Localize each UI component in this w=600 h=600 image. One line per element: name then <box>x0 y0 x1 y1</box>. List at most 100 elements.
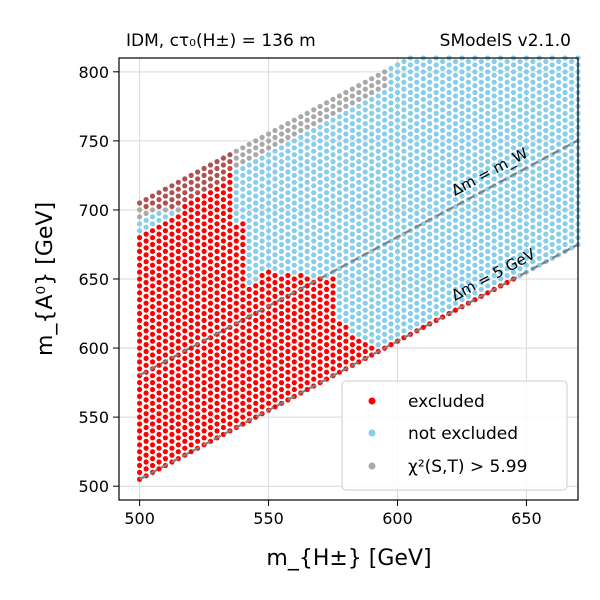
scatter-point <box>278 366 285 372</box>
scatter-point <box>485 76 491 82</box>
scatter-point <box>356 103 362 109</box>
scatter-point <box>478 169 484 175</box>
scatter-point <box>485 165 491 172</box>
scatter-point <box>543 169 549 175</box>
scatter-point <box>459 186 465 192</box>
scatter-point <box>440 141 446 147</box>
scatter-point <box>304 172 310 178</box>
scatter-point <box>156 217 162 223</box>
scatter-point <box>362 321 368 327</box>
scatter-point <box>498 207 504 213</box>
scatter-point <box>465 162 471 168</box>
scatter-point <box>298 134 304 140</box>
scatter-point <box>394 131 401 137</box>
scatter-point <box>556 162 562 168</box>
scatter-point <box>343 283 349 289</box>
scatter-point <box>504 58 510 65</box>
scatter-point <box>394 152 401 158</box>
scatter-point <box>459 235 465 241</box>
scatter-point <box>459 159 465 165</box>
scatter-point <box>259 148 265 154</box>
scatter-point <box>446 96 452 102</box>
scatter-point <box>362 293 368 299</box>
scatter-point <box>246 245 252 251</box>
scatter-point <box>149 290 156 296</box>
scatter-point <box>362 93 368 99</box>
scatter-point <box>182 376 188 382</box>
scatter-point <box>324 300 330 306</box>
scatter-point <box>356 186 362 192</box>
scatter-point <box>530 183 536 189</box>
scatter-point <box>259 224 265 230</box>
scatter-point <box>562 214 568 220</box>
scatter-point <box>272 266 278 272</box>
scatter-point <box>420 76 426 82</box>
scatter-point <box>343 172 349 178</box>
scatter-point <box>382 228 388 234</box>
scatter-point <box>169 252 175 258</box>
scatter-point <box>510 83 517 89</box>
scatter-point <box>195 266 201 272</box>
scatter-point <box>394 324 401 330</box>
scatter-point <box>440 169 446 175</box>
scatter-point <box>169 300 175 306</box>
scatter-point <box>491 203 497 210</box>
scatter-point <box>452 272 459 279</box>
scatter-point <box>336 300 343 306</box>
scatter-point <box>214 393 220 399</box>
scatter-point <box>253 304 259 310</box>
scatter-point <box>530 203 536 210</box>
scatter-point <box>188 172 194 178</box>
scatter-point <box>498 235 504 241</box>
scatter-point <box>266 165 272 172</box>
scatter-point <box>349 231 355 237</box>
scatter-point <box>369 76 375 82</box>
scatter-point <box>266 241 272 248</box>
scatter-point <box>240 400 246 406</box>
scatter-point <box>401 245 407 251</box>
scatter-point <box>349 86 355 92</box>
scatter-point <box>543 197 549 203</box>
scatter-point <box>394 124 401 130</box>
scatter-point <box>362 176 368 182</box>
scatter-point <box>207 238 214 244</box>
scatter-point <box>349 148 355 154</box>
scatter-point <box>446 179 452 185</box>
scatter-point <box>452 238 459 244</box>
scatter-point <box>388 335 394 341</box>
scatter-point <box>272 169 278 175</box>
scatter-point <box>433 269 439 275</box>
scatter-point <box>446 131 452 137</box>
scatter-point <box>246 238 252 244</box>
scatter-point <box>517 107 523 113</box>
scatter-point <box>549 145 555 151</box>
scatter-point <box>188 366 194 372</box>
scatter-point <box>510 235 517 241</box>
scatter-point <box>246 141 252 147</box>
scatter-point <box>182 259 188 265</box>
scatter-point <box>137 435 143 441</box>
scatter-point <box>504 252 510 258</box>
scatter-point <box>394 165 401 172</box>
scatter-point <box>207 252 214 258</box>
scatter-point <box>472 186 478 192</box>
scatter-point <box>517 148 523 154</box>
scatter-point <box>472 117 478 123</box>
scatter-point <box>240 393 246 399</box>
scatter-point <box>414 286 420 292</box>
scatter-point <box>343 359 349 365</box>
scatter-point <box>311 197 317 203</box>
scatter-point <box>272 231 278 237</box>
scatter-point <box>498 172 504 178</box>
scatter-point <box>291 359 297 365</box>
scatter-point <box>175 297 181 303</box>
scatter-point <box>324 127 330 134</box>
scatter-point <box>530 231 536 237</box>
scatter-point <box>530 121 536 127</box>
scatter-point <box>188 228 194 234</box>
scatter-point <box>278 290 285 296</box>
scatter-point <box>266 352 272 358</box>
scatter-point <box>556 245 562 251</box>
scatter-point <box>149 338 156 344</box>
scatter-point <box>472 76 478 82</box>
